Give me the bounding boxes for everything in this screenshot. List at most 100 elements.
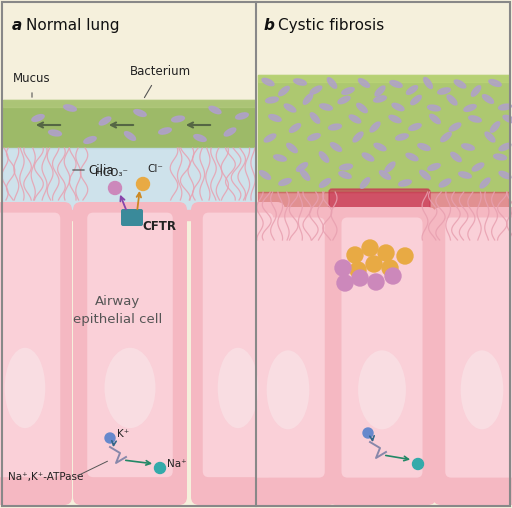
Ellipse shape	[428, 105, 440, 111]
Ellipse shape	[375, 86, 385, 96]
Ellipse shape	[480, 178, 490, 188]
Ellipse shape	[357, 103, 367, 113]
Ellipse shape	[503, 115, 512, 123]
Ellipse shape	[338, 97, 350, 104]
Ellipse shape	[464, 105, 476, 111]
Text: Na⁺: Na⁺	[167, 459, 187, 469]
Text: HCO₃⁻: HCO₃⁻	[96, 168, 129, 178]
Ellipse shape	[296, 163, 308, 171]
Ellipse shape	[339, 172, 351, 178]
Ellipse shape	[260, 171, 270, 179]
Circle shape	[337, 275, 353, 291]
Ellipse shape	[134, 110, 146, 116]
Circle shape	[385, 268, 401, 284]
Circle shape	[363, 428, 373, 438]
Circle shape	[155, 462, 165, 473]
Bar	[258, 75, 509, 82]
Ellipse shape	[349, 115, 361, 123]
Ellipse shape	[266, 97, 279, 103]
Circle shape	[335, 260, 351, 276]
Ellipse shape	[362, 153, 374, 161]
Ellipse shape	[289, 123, 301, 133]
Ellipse shape	[279, 179, 291, 185]
Ellipse shape	[218, 348, 258, 428]
Ellipse shape	[287, 143, 297, 153]
Bar	[258, 3, 509, 506]
Ellipse shape	[319, 152, 329, 162]
Ellipse shape	[172, 116, 184, 122]
Ellipse shape	[418, 144, 430, 150]
Ellipse shape	[124, 132, 136, 140]
Text: b: b	[264, 18, 275, 33]
Circle shape	[352, 270, 368, 286]
Ellipse shape	[499, 171, 511, 179]
Ellipse shape	[411, 96, 421, 105]
Text: Mucus: Mucus	[13, 72, 51, 85]
FancyBboxPatch shape	[87, 213, 173, 477]
Ellipse shape	[441, 132, 451, 142]
Ellipse shape	[358, 79, 370, 87]
Ellipse shape	[32, 115, 44, 121]
Ellipse shape	[224, 128, 236, 136]
Bar	[258, 215, 509, 225]
Ellipse shape	[447, 95, 457, 105]
Ellipse shape	[319, 179, 331, 187]
Circle shape	[366, 256, 382, 272]
Ellipse shape	[84, 137, 96, 143]
Ellipse shape	[209, 106, 221, 114]
FancyBboxPatch shape	[445, 217, 512, 478]
Ellipse shape	[494, 154, 506, 160]
Ellipse shape	[310, 86, 322, 94]
Circle shape	[109, 181, 121, 195]
Circle shape	[382, 260, 398, 276]
Circle shape	[347, 247, 363, 263]
Text: CFTR: CFTR	[142, 220, 176, 234]
Ellipse shape	[358, 351, 406, 429]
Ellipse shape	[329, 124, 342, 130]
Ellipse shape	[303, 93, 313, 104]
Ellipse shape	[310, 113, 319, 123]
Circle shape	[413, 459, 423, 469]
Ellipse shape	[459, 172, 472, 178]
FancyBboxPatch shape	[0, 213, 60, 477]
Ellipse shape	[451, 152, 461, 162]
Bar	[3, 100, 255, 107]
Ellipse shape	[279, 86, 289, 96]
Ellipse shape	[370, 122, 380, 132]
FancyBboxPatch shape	[121, 209, 143, 226]
Bar	[258, 75, 509, 192]
Ellipse shape	[406, 153, 418, 161]
Ellipse shape	[439, 179, 451, 187]
Ellipse shape	[499, 104, 511, 110]
Ellipse shape	[294, 79, 306, 85]
Ellipse shape	[49, 130, 61, 136]
Bar	[3, 100, 255, 148]
Ellipse shape	[485, 132, 495, 142]
Bar	[3, 3, 255, 506]
Text: Na⁺,K⁺-ATPase: Na⁺,K⁺-ATPase	[8, 472, 83, 482]
FancyBboxPatch shape	[191, 202, 285, 505]
Ellipse shape	[308, 134, 320, 140]
Ellipse shape	[360, 178, 370, 188]
Ellipse shape	[428, 164, 440, 170]
Ellipse shape	[482, 94, 494, 103]
Ellipse shape	[319, 104, 332, 110]
Ellipse shape	[499, 143, 511, 151]
Ellipse shape	[236, 113, 248, 119]
Text: K⁺: K⁺	[117, 429, 129, 439]
Circle shape	[397, 248, 413, 264]
Ellipse shape	[399, 180, 411, 186]
Ellipse shape	[438, 88, 451, 94]
Ellipse shape	[327, 78, 337, 88]
Ellipse shape	[353, 132, 363, 142]
Bar	[3, 210, 255, 220]
Text: Airway
epithelial cell: Airway epithelial cell	[73, 295, 163, 326]
Ellipse shape	[423, 77, 432, 88]
FancyBboxPatch shape	[73, 202, 187, 505]
Ellipse shape	[454, 80, 466, 88]
Ellipse shape	[339, 164, 352, 170]
FancyBboxPatch shape	[0, 202, 72, 505]
Ellipse shape	[396, 134, 408, 140]
FancyBboxPatch shape	[329, 189, 430, 238]
Text: Normal lung: Normal lung	[26, 18, 119, 33]
